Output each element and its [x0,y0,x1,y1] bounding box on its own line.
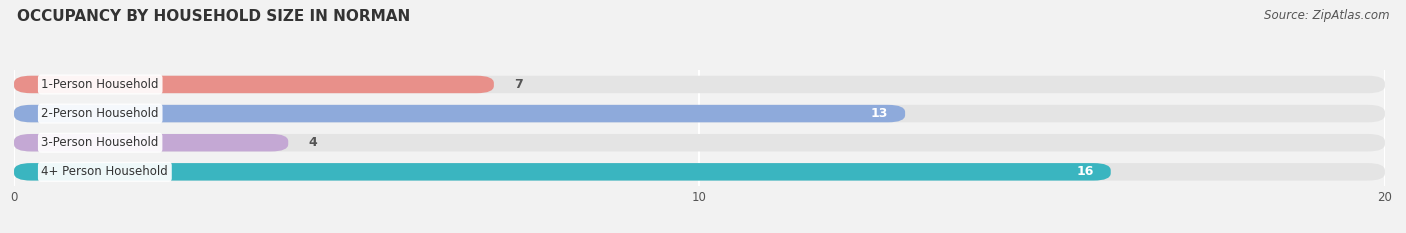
FancyBboxPatch shape [14,134,288,151]
Text: 4: 4 [309,136,318,149]
Text: 1-Person Household: 1-Person Household [42,78,159,91]
Text: Source: ZipAtlas.com: Source: ZipAtlas.com [1264,9,1389,22]
Text: 4+ Person Household: 4+ Person Household [42,165,169,178]
FancyBboxPatch shape [14,134,1385,151]
Text: 7: 7 [515,78,523,91]
FancyBboxPatch shape [14,105,1385,122]
FancyBboxPatch shape [14,76,494,93]
Text: OCCUPANCY BY HOUSEHOLD SIZE IN NORMAN: OCCUPANCY BY HOUSEHOLD SIZE IN NORMAN [17,9,411,24]
Text: 3-Person Household: 3-Person Household [42,136,159,149]
Text: 13: 13 [870,107,889,120]
FancyBboxPatch shape [14,76,1385,93]
FancyBboxPatch shape [14,163,1385,181]
Text: 16: 16 [1076,165,1094,178]
FancyBboxPatch shape [14,163,1111,181]
Text: 2-Person Household: 2-Person Household [42,107,159,120]
FancyBboxPatch shape [14,105,905,122]
